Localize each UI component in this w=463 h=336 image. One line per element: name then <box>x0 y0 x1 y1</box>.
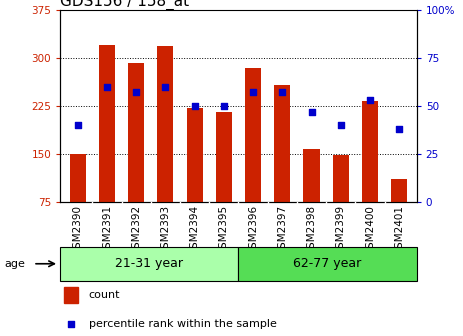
Point <box>67 321 75 327</box>
Bar <box>274 85 290 202</box>
Bar <box>245 68 261 202</box>
Bar <box>128 63 144 202</box>
Text: GSM2401: GSM2401 <box>394 205 404 255</box>
Text: percentile rank within the sample: percentile rank within the sample <box>89 319 276 329</box>
Point <box>308 109 315 114</box>
Point <box>337 122 344 128</box>
Point <box>191 103 198 109</box>
Point <box>162 84 169 89</box>
Bar <box>157 46 174 202</box>
Bar <box>64 287 78 303</box>
Text: GDS156 / 158_at: GDS156 / 158_at <box>60 0 189 10</box>
Bar <box>362 101 378 202</box>
Point <box>366 97 374 103</box>
Point <box>395 126 403 131</box>
Bar <box>333 155 349 202</box>
Point <box>279 90 286 95</box>
Text: 62-77 year: 62-77 year <box>294 257 362 270</box>
Bar <box>99 45 115 202</box>
Bar <box>238 247 417 281</box>
Point <box>250 90 257 95</box>
Point <box>74 122 81 128</box>
Text: GSM2399: GSM2399 <box>336 205 346 255</box>
Bar <box>70 154 86 202</box>
Text: GSM2398: GSM2398 <box>307 205 317 255</box>
Text: GSM2390: GSM2390 <box>73 205 83 255</box>
Bar <box>303 149 319 202</box>
Text: age: age <box>5 259 25 269</box>
Bar <box>391 179 407 202</box>
Bar <box>216 112 232 202</box>
Text: GSM2397: GSM2397 <box>277 205 287 255</box>
Point <box>220 103 227 109</box>
Text: GSM2391: GSM2391 <box>102 205 112 255</box>
Point <box>132 90 140 95</box>
Text: GSM2394: GSM2394 <box>190 205 200 255</box>
Bar <box>187 108 203 202</box>
Text: GSM2395: GSM2395 <box>219 205 229 255</box>
Text: GSM2400: GSM2400 <box>365 205 375 255</box>
Bar <box>60 247 238 281</box>
Text: GSM2392: GSM2392 <box>131 205 141 255</box>
Text: GSM2396: GSM2396 <box>248 205 258 255</box>
Text: 21-31 year: 21-31 year <box>115 257 183 270</box>
Point <box>103 84 111 89</box>
Text: count: count <box>89 290 120 300</box>
Text: GSM2393: GSM2393 <box>160 205 170 255</box>
